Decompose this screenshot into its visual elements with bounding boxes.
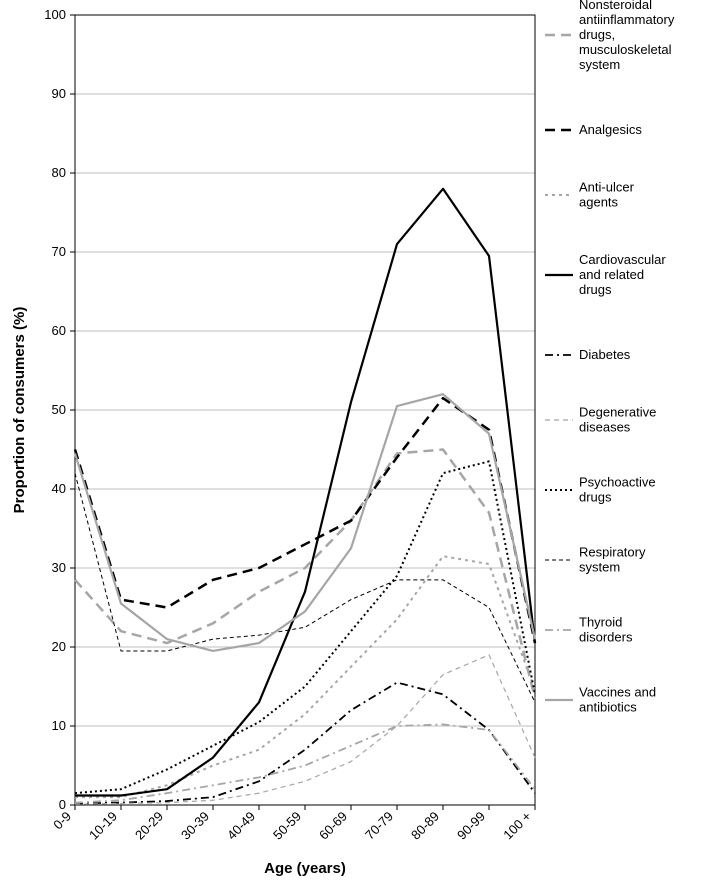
x-tick-label: 60-69 [316,809,350,843]
x-tick-label: 90-99 [454,809,488,843]
x-tick-label: 50-59 [270,809,304,843]
y-tick-label: 40 [52,481,66,496]
y-tick-label: 80 [52,165,66,180]
chart-container: 01020304050607080901000-910-1920-2930-39… [0,0,708,885]
x-tick-label: 80-89 [408,809,442,843]
legend-label-psychoactive: Psychoactivedrugs [579,475,656,505]
x-tick-label: 0-9 [50,809,74,833]
line-chart: 01020304050607080901000-910-1920-2930-39… [0,0,708,885]
legend-label-analgesics: Analgesics [579,122,642,137]
x-tick-label: 40-49 [224,809,258,843]
series-cardio [75,189,535,796]
legend-label-nsaid: Nonsteroidalantiinflammatorydrugs,muscul… [579,0,675,72]
series-diabetes [75,683,535,804]
series-analgesics [75,398,535,643]
y-tick-label: 90 [52,86,66,101]
y-tick-label: 60 [52,323,66,338]
legend-label-respiratory: Respiratorysystem [579,545,646,575]
legend-label-cardio: Cardiovascularand relateddrugs [579,252,666,297]
legend-label-vaccines: Vaccines andantibiotics [579,685,656,715]
y-tick-label: 100 [44,7,66,22]
y-axis-label: Proportion of consumers (%) [11,307,28,514]
x-tick-label: 70-79 [362,809,396,843]
legend-label-diabetes: Diabetes [579,347,631,362]
y-tick-label: 70 [52,244,66,259]
series-degenerative [75,655,535,804]
legend-label-antiulcer: Anti-ulceragents [579,180,635,210]
x-axis-label: Age (years) [264,860,346,877]
x-tick-label: 10-19 [86,809,120,843]
series-thyroid [75,724,535,802]
y-tick-label: 10 [52,718,66,733]
legend-label-thyroid: Thyroiddisorders [579,615,633,645]
x-tick-label: 100 + [500,809,534,843]
series-nsaid [75,450,535,699]
y-tick-label: 30 [52,560,66,575]
y-tick-label: 50 [52,402,66,417]
y-tick-label: 20 [52,639,66,654]
x-tick-label: 30-39 [178,809,212,843]
series-vaccines [75,394,535,651]
legend-label-degenerative: Degenerativediseases [579,405,656,435]
x-tick-label: 20-29 [132,809,166,843]
series-psychoactive [75,461,535,793]
